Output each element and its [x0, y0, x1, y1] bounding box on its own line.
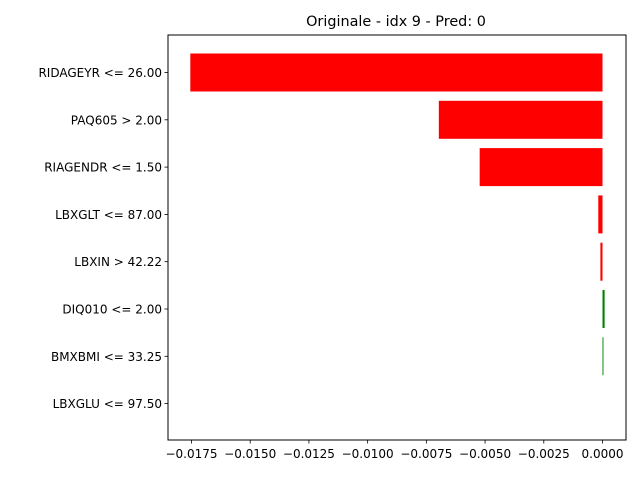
- x-tick-label: 0.0000: [582, 447, 624, 461]
- y-tick-labels: RIDAGEYR <= 26.00 PAQ605 > 2.00 RIAGENDR <…: [38, 66, 168, 411]
- bar-0: [190, 53, 603, 92]
- y-tick-label: PAQ605 > 2.00: [71, 113, 162, 127]
- bar-5: [602, 290, 605, 328]
- x-tick-label: −0.0100: [342, 447, 394, 461]
- bar-6: [602, 337, 604, 376]
- bars-group: [190, 53, 605, 376]
- x-tick-label: −0.0125: [283, 447, 335, 461]
- x-tick-label: −0.0025: [518, 447, 570, 461]
- x-tick-label: −0.0050: [459, 447, 511, 461]
- y-tick-label: RIDAGEYR <= 26.00: [38, 66, 162, 80]
- x-tick-label: −0.0150: [224, 447, 276, 461]
- y-tick-label: LBXGLT <= 87.00: [55, 208, 162, 222]
- plot-frame: [167, 34, 627, 441]
- bar-1: [438, 100, 603, 139]
- x-tick-label: −0.0075: [400, 447, 452, 461]
- y-tick-label: BMXBMI <= 33.25: [51, 350, 162, 364]
- x-tick-label: −0.0175: [165, 447, 217, 461]
- bar-3: [598, 195, 603, 234]
- y-tick-label: LBXIN > 42.22: [74, 255, 162, 269]
- x-axis: −0.0175 −0.0150 −0.0125 −0.0100 −0.0075 −0.00…: [165, 440, 624, 461]
- y-tick-label: RIAGENDR <= 1.50: [44, 161, 162, 175]
- y-tick-label: DIQ010 <= 2.00: [62, 303, 162, 317]
- bar-2: [479, 148, 603, 187]
- bar-4: [600, 242, 603, 281]
- y-tick-label: LBXGLU <= 97.50: [53, 397, 162, 411]
- chart-title: Originale - idx 9 - Pred: 0: [306, 14, 486, 30]
